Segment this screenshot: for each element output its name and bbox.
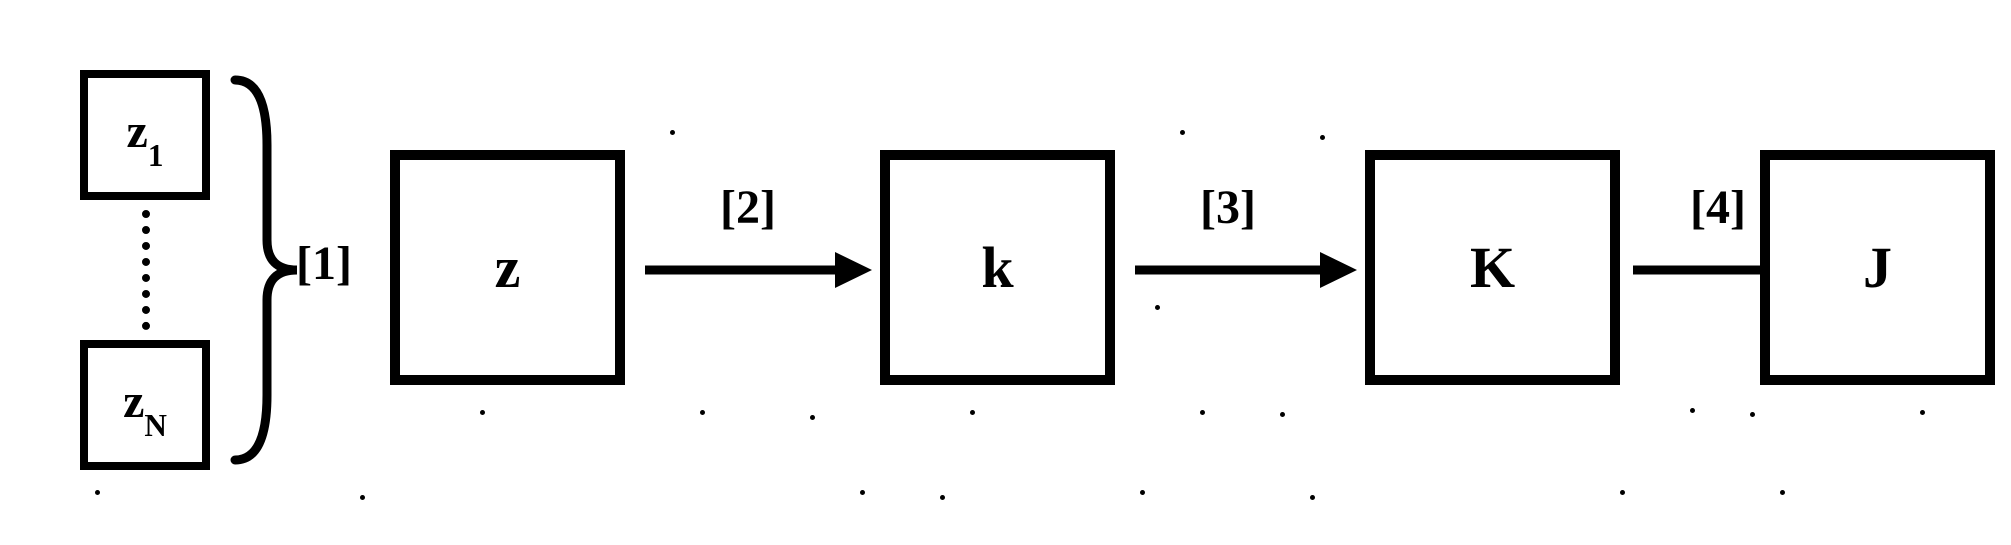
noise-dot xyxy=(860,490,865,495)
noise-dot xyxy=(1140,490,1145,495)
arrow-2-label: [2] xyxy=(720,180,776,235)
noise-dot xyxy=(1780,490,1785,495)
arrow-3-label: [3] xyxy=(1200,180,1256,235)
node-z1-label: z1 xyxy=(127,104,164,166)
noise-dot xyxy=(940,495,945,500)
arrow-4-label: [4] xyxy=(1690,180,1746,235)
node-zN-label: zN xyxy=(123,374,167,436)
noise-dot xyxy=(1920,410,1925,415)
noise-dot xyxy=(1155,305,1160,310)
noise-dot xyxy=(1690,408,1695,413)
node-J-box: J xyxy=(1760,150,1995,385)
node-z: z xyxy=(390,150,625,385)
node-K: K xyxy=(1365,150,1620,385)
node-k: k xyxy=(880,150,1115,385)
noise-dot xyxy=(1750,412,1755,417)
node-K-label: K xyxy=(1470,234,1515,301)
node-J-label: J xyxy=(1863,234,1892,301)
arrow-2-icon xyxy=(640,240,880,300)
arrow-3-icon xyxy=(1130,240,1365,300)
noise-dot xyxy=(670,130,675,135)
noise-dot xyxy=(970,410,975,415)
noise-dot xyxy=(480,410,485,415)
node-k-label: k xyxy=(981,234,1013,301)
noise-dot xyxy=(1280,412,1285,417)
node-zN: zN xyxy=(80,340,210,470)
noise-dot xyxy=(360,495,365,500)
brace-label: [1] xyxy=(296,236,352,291)
noise-dot xyxy=(700,410,705,415)
dotted-connector-icon xyxy=(142,210,150,330)
brace-icon xyxy=(225,75,305,465)
noise-dot xyxy=(1180,130,1185,135)
noise-dot xyxy=(810,415,815,420)
noise-dot xyxy=(95,490,100,495)
noise-dot xyxy=(1310,495,1315,500)
noise-dot xyxy=(1200,410,1205,415)
noise-dot xyxy=(1320,135,1325,140)
flowchart-diagram: z1 zN [1] z [2] k [3] K [4] xyxy=(0,0,2011,545)
node-z-label: z xyxy=(495,234,521,301)
noise-dot xyxy=(1620,490,1625,495)
node-z1: z1 xyxy=(80,70,210,200)
